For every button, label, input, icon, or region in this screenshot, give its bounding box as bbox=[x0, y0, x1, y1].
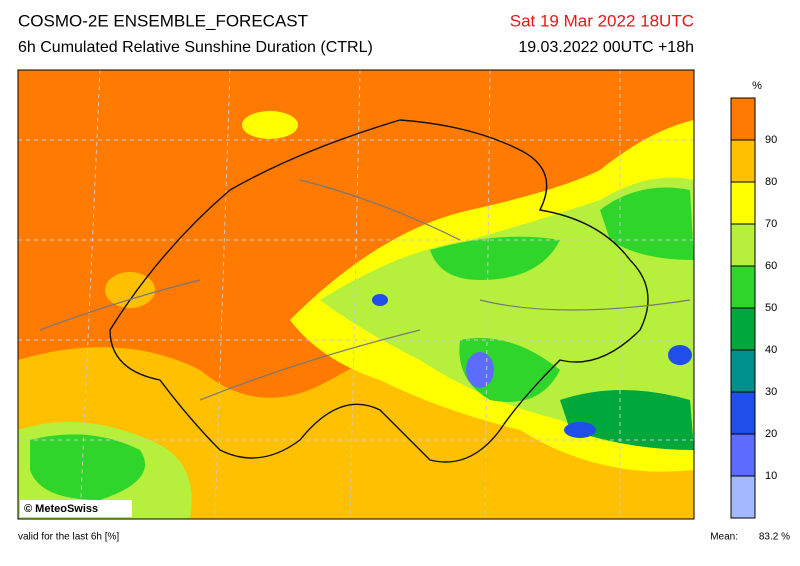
colorbar-tick-label: 90 bbox=[765, 134, 777, 146]
colorbar-unit: % bbox=[752, 80, 762, 92]
colorbar-band bbox=[731, 182, 755, 224]
colorbar-band bbox=[731, 224, 755, 266]
colorbar-band bbox=[731, 308, 755, 350]
colorbar-band bbox=[731, 434, 755, 476]
colorbar-band bbox=[731, 266, 755, 308]
colorbar-tick-label: 70 bbox=[765, 218, 777, 230]
map: © MeteoSwiss bbox=[17, 69, 695, 520]
subtitle: 6h Cumulated Relative Sunshine Duration … bbox=[18, 39, 373, 56]
colorbar-tick-label: 40 bbox=[765, 344, 777, 356]
run-time: 19.03.2022 00UTC +18h bbox=[518, 39, 694, 56]
title: COSMO-2E ENSEMBLE_FORECAST bbox=[18, 11, 308, 30]
colorbar-tick-label: 10 bbox=[765, 470, 777, 482]
mean-value: 83.2 % bbox=[759, 532, 790, 543]
colorbar-band bbox=[731, 350, 755, 392]
colorbar-band bbox=[731, 476, 755, 518]
colorbar-tick-label: 20 bbox=[765, 428, 777, 440]
colorbar-band bbox=[731, 98, 755, 140]
colorbar-tick-label: 60 bbox=[765, 260, 777, 272]
footer-note: valid for the last 6h [%] bbox=[18, 532, 119, 543]
colorbar-band bbox=[731, 140, 755, 182]
copyright: © MeteoSwiss bbox=[24, 503, 98, 515]
valid-time: Sat 19 Mar 2022 18UTC bbox=[510, 11, 694, 30]
colorbar-tick-label: 30 bbox=[765, 386, 777, 398]
colorbar-tick-label: 80 bbox=[765, 176, 777, 188]
mean-label: Mean: bbox=[710, 532, 738, 543]
colorbar-band bbox=[731, 392, 755, 434]
colorbar-tick-label: 50 bbox=[765, 302, 777, 314]
colorbar: 10 20 30 40 50 60 70 80 90 bbox=[730, 97, 777, 519]
